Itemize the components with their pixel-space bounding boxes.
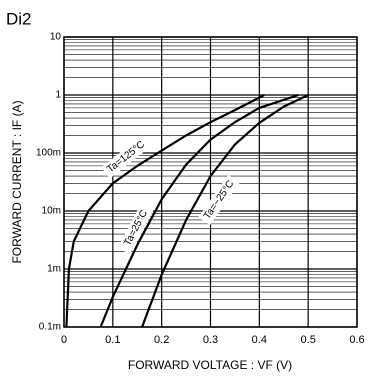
y-tick-label: 100m (36, 148, 61, 159)
y-tick-label: 10 (50, 32, 62, 43)
curve-label: Ta=125°C (105, 139, 147, 175)
x-tick-label: 0.3 (203, 334, 218, 346)
label-background (101, 135, 151, 179)
x-tick-label: 0.4 (252, 334, 267, 346)
x-tick-label: 0.1 (105, 334, 120, 346)
y-tick-label: 10m (42, 206, 61, 217)
y-tick-label: 0.1m (39, 322, 61, 333)
plot-frame (63, 36, 358, 328)
label-background (198, 174, 240, 226)
curve (141, 94, 309, 328)
x-tick-label: 0.6 (349, 334, 364, 346)
curve (65, 94, 265, 328)
curve-label: Ta=−25°C (202, 179, 237, 222)
curve (99, 93, 299, 328)
x-tick-label: 0.5 (301, 334, 316, 346)
x-tick-label: 0.2 (154, 334, 169, 346)
y-tick-label: 1 (55, 90, 61, 101)
label-background (117, 201, 155, 255)
x-axis-label: FORWARD VOLTAGE : VF (V) (128, 358, 292, 372)
y-axis-label: FORWARD CURRENT : IF (A) (10, 100, 24, 263)
chart-title: Di2 (6, 9, 32, 28)
y-tick-label: 1m (47, 264, 61, 275)
x-tick-label: 0 (61, 334, 67, 346)
